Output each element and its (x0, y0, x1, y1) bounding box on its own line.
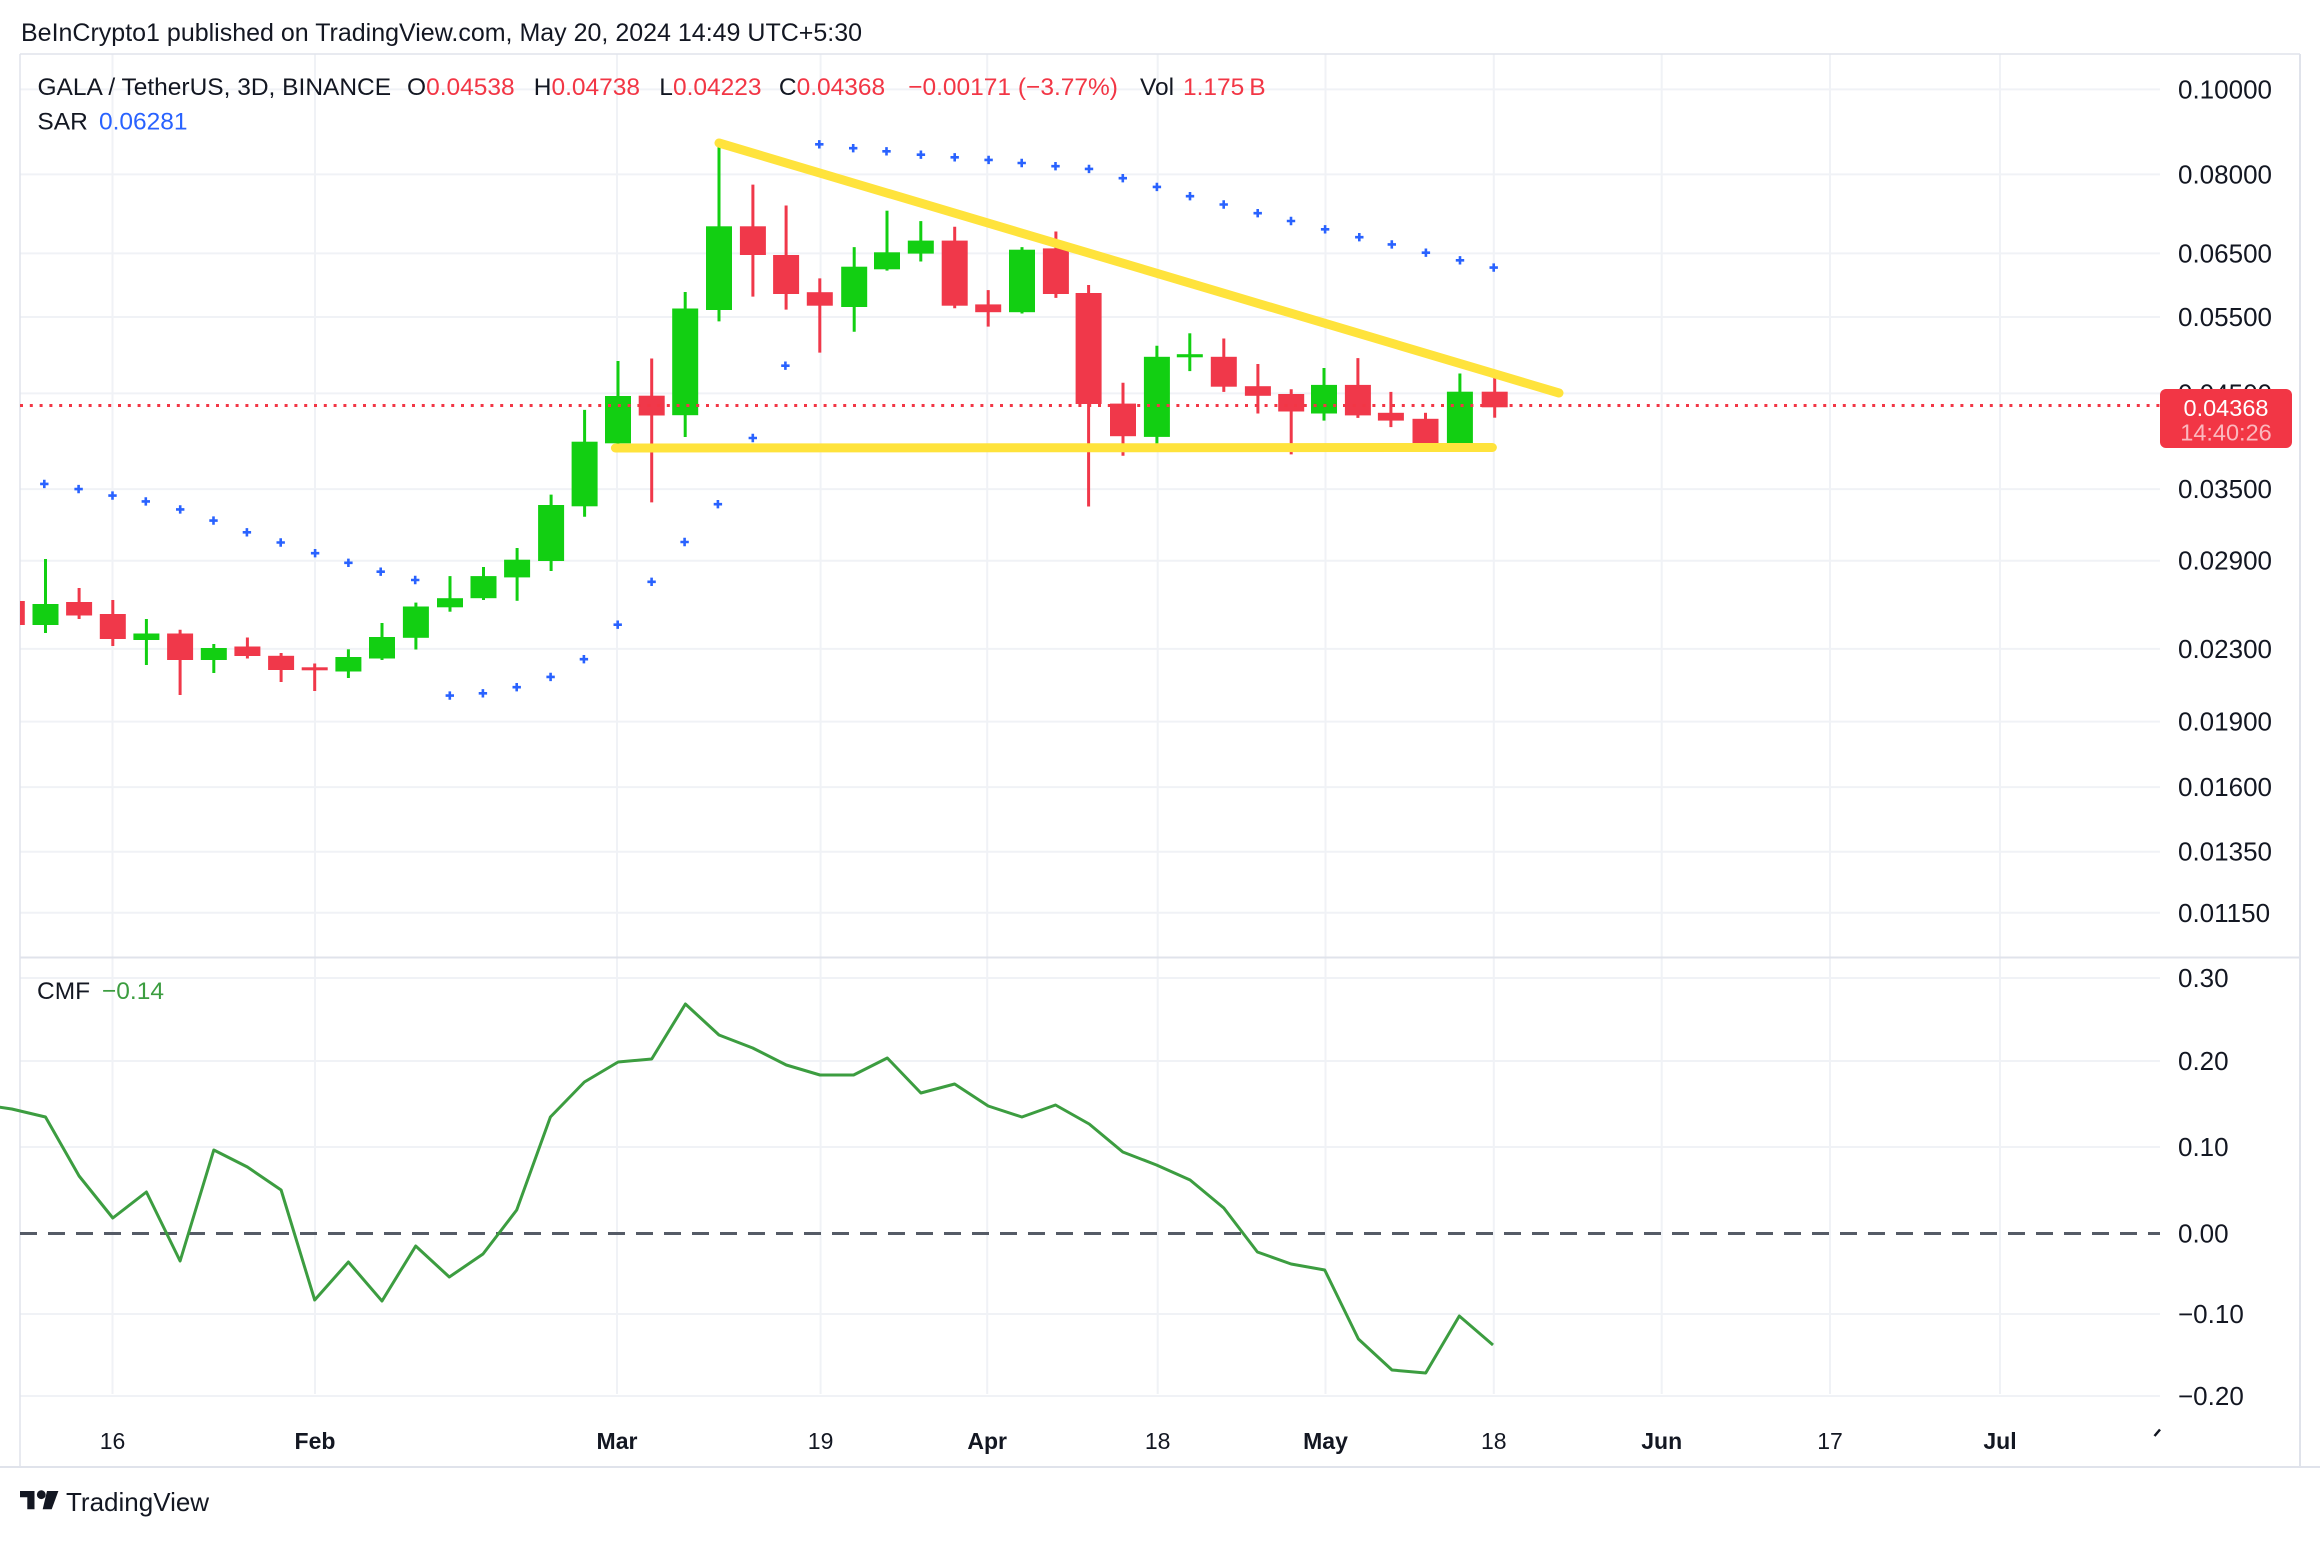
svg-text:−0.10: −0.10 (2178, 1299, 2244, 1329)
svg-text:0.01350: 0.01350 (2178, 837, 2272, 867)
svg-text:0.20: 0.20 (2178, 1046, 2229, 1076)
svg-text:0.01600: 0.01600 (2178, 772, 2272, 802)
svg-text:Feb: Feb (295, 1428, 336, 1454)
svg-text:TradingView: TradingView (66, 1487, 209, 1517)
svg-text:−0.00171 (−3.77%): −0.00171 (−3.77%) (908, 74, 1118, 101)
svg-text:16: 16 (100, 1428, 126, 1454)
svg-text:18: 18 (1145, 1428, 1171, 1454)
svg-text:0.05500: 0.05500 (2178, 302, 2272, 332)
svg-text:0.06281: 0.06281 (99, 109, 188, 136)
svg-text:C0.04368: C0.04368 (779, 74, 885, 101)
svg-text:0.03500: 0.03500 (2178, 474, 2272, 504)
svg-text:17: 17 (1817, 1428, 1843, 1454)
svg-text:0.04368: 0.04368 (2184, 395, 2269, 421)
svg-text:0.02900: 0.02900 (2178, 546, 2272, 576)
svg-text:0.30: 0.30 (2178, 963, 2229, 993)
svg-text:O0.04538: O0.04538 (407, 74, 515, 101)
svg-text:0.00: 0.00 (2178, 1219, 2229, 1249)
svg-text:Apr: Apr (967, 1428, 1007, 1454)
svg-text:19: 19 (808, 1428, 834, 1454)
svg-text:May: May (1303, 1428, 1348, 1454)
svg-text:Jul: Jul (1983, 1428, 2016, 1454)
svg-text:0.10000: 0.10000 (2178, 74, 2272, 104)
svg-text:Mar: Mar (597, 1428, 638, 1454)
svg-text:0.01900: 0.01900 (2178, 707, 2272, 737)
svg-text:L0.04223: L0.04223 (659, 74, 761, 101)
svg-text:−0.20: −0.20 (2178, 1381, 2244, 1411)
svg-text:0.10: 0.10 (2178, 1132, 2229, 1162)
svg-text:CMF: CMF (37, 978, 90, 1005)
svg-text:H0.04738: H0.04738 (534, 74, 640, 101)
svg-text:1.175 B: 1.175 B (1183, 74, 1266, 101)
svg-text:−0.14: −0.14 (102, 978, 164, 1005)
svg-text:BeInCrypto1 published on Tradi: BeInCrypto1 published on TradingView.com… (21, 19, 862, 47)
svg-text:Vol: Vol (1140, 74, 1174, 101)
svg-text:SAR: SAR (37, 109, 87, 136)
svg-text:0.01150: 0.01150 (2178, 898, 2270, 928)
svg-text:Jun: Jun (1641, 1428, 1682, 1454)
svg-text:GALA / TetherUS, 3D, BINANCE: GALA / TetherUS, 3D, BINANCE (38, 74, 392, 101)
svg-text:0.08000: 0.08000 (2178, 159, 2272, 189)
svg-text:14:40:26: 14:40:26 (2180, 420, 2271, 446)
svg-text:0.06500: 0.06500 (2178, 238, 2272, 268)
svg-text:0.02300: 0.02300 (2178, 634, 2272, 664)
svg-text:18: 18 (1481, 1428, 1507, 1454)
